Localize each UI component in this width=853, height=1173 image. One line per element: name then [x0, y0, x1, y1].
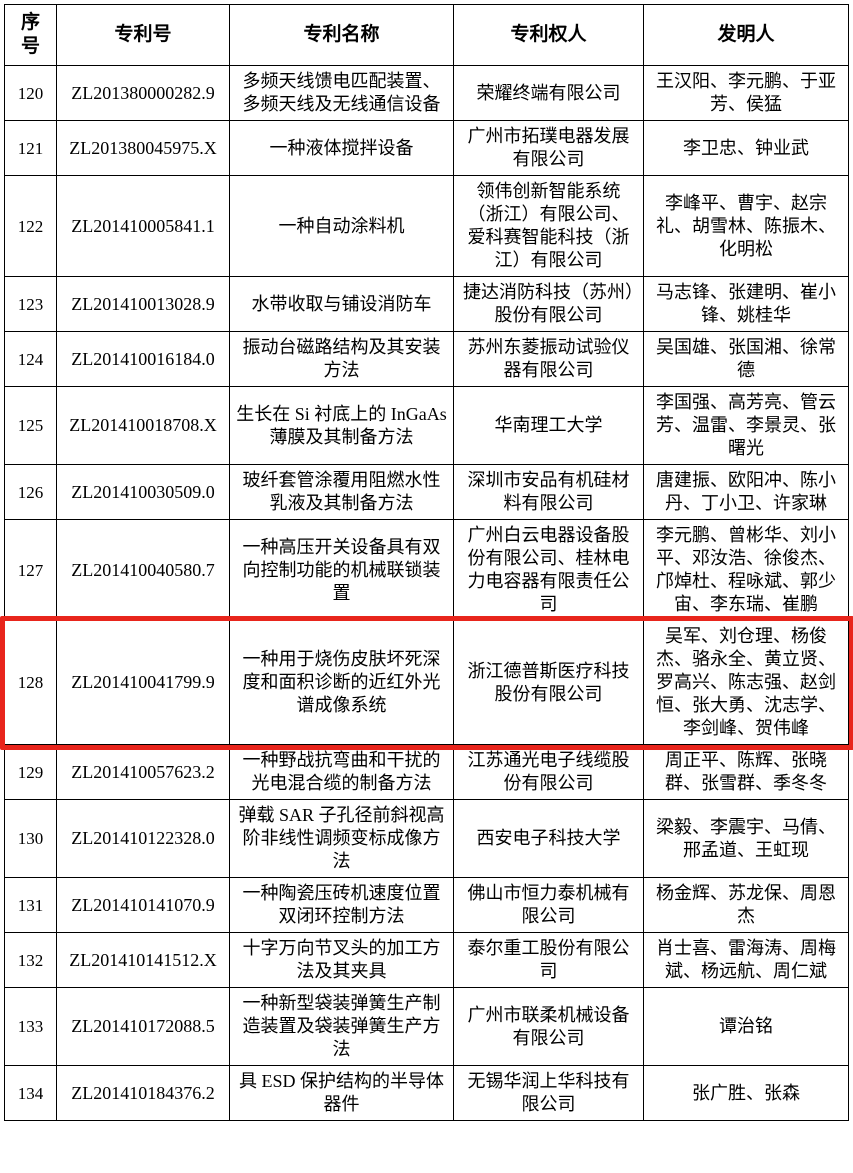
- cell-patent-no: ZL201380045975.X: [56, 120, 230, 176]
- cell-patent-holder: 西安电子科技大学: [453, 799, 644, 878]
- col-header-patent-holder: 专利权人: [453, 4, 644, 66]
- cell-patent-no: ZL201410018708.X: [56, 386, 230, 465]
- cell-patent-holder: 荣耀终端有限公司: [453, 65, 644, 121]
- cell-index: 126: [4, 464, 57, 520]
- cell-patent-name: 一种野战抗弯曲和干扰的光电混合缆的制备方法: [229, 744, 454, 800]
- cell-patent-name: 一种液体搅拌设备: [229, 120, 454, 176]
- table-row: 126 ZL201410030509.0 玻纤套管涂覆用阻燃水性乳液及其制备方法…: [4, 464, 849, 520]
- cell-inventors: 吴国雄、张国湘、徐常德: [643, 331, 849, 387]
- cell-index: 133: [4, 987, 57, 1066]
- cell-patent-holder: 捷达消防科技（苏州）股份有限公司: [453, 276, 644, 332]
- cell-inventors: 李卫忠、钟业武: [643, 120, 849, 176]
- table-row: 130 ZL201410122328.0 弹载 SAR 子孔径前斜视高阶非线性调…: [4, 799, 849, 878]
- cell-patent-holder: 广州市联柔机械设备有限公司: [453, 987, 644, 1066]
- cell-patent-no: ZL201410005841.1: [56, 175, 230, 277]
- cell-patent-name: 一种陶瓷压砖机速度位置双闭环控制方法: [229, 877, 454, 933]
- cell-patent-name: 一种新型袋装弹簧生产制造装置及袋装弹簧生产方法: [229, 987, 454, 1066]
- cell-patent-name: 一种高压开关设备具有双向控制功能的机械联锁装置: [229, 519, 454, 621]
- cell-index: 134: [4, 1065, 57, 1121]
- table-row: 124 ZL201410016184.0 振动台磁路结构及其安装方法 苏州东菱振…: [4, 331, 849, 387]
- cell-inventors: 李元鹏、曾彬华、刘小平、邓汝浩、徐俊杰、邝焯杜、程咏斌、郭少宙、李东瑞、崔鹏: [643, 519, 849, 621]
- table-row: 123 ZL201410013028.9 水带收取与铺设消防车 捷达消防科技（苏…: [4, 276, 849, 332]
- cell-patent-holder: 苏州东菱振动试验仪器有限公司: [453, 331, 644, 387]
- col-header-inventors: 发明人: [643, 4, 849, 66]
- cell-index: 123: [4, 276, 57, 332]
- table-row: 133 ZL201410172088.5 一种新型袋装弹簧生产制造装置及袋装弹簧…: [4, 987, 849, 1066]
- cell-patent-no: ZL201410122328.0: [56, 799, 230, 878]
- cell-index: 132: [4, 932, 57, 988]
- patent-table: 序号 专利号 专利名称 专利权人 发明人 120 ZL201380000282.…: [4, 4, 849, 1121]
- table-row: 122 ZL201410005841.1 一种自动涂料机 领伟创新智能系统（浙江…: [4, 175, 849, 277]
- cell-inventors: 肖士喜、雷海涛、周梅斌、杨远航、周仁斌: [643, 932, 849, 988]
- cell-inventors: 李国强、高芳亮、管云芳、温雷、李景灵、张曙光: [643, 386, 849, 465]
- table-row: 127 ZL201410040580.7 一种高压开关设备具有双向控制功能的机械…: [4, 519, 849, 621]
- table-row: 134 ZL201410184376.2 具 ESD 保护结构的半导体器件 无锡…: [4, 1065, 849, 1121]
- cell-patent-holder: 领伟创新智能系统（浙江）有限公司、爱科赛智能科技（浙江）有限公司: [453, 175, 644, 277]
- cell-inventors: 杨金辉、苏龙保、周恩杰: [643, 877, 849, 933]
- cell-patent-no: ZL201410057623.2: [56, 744, 230, 800]
- cell-inventors: 王汉阳、李元鹏、于亚芳、侯猛: [643, 65, 849, 121]
- cell-index: 129: [4, 744, 57, 800]
- cell-patent-name: 弹载 SAR 子孔径前斜视高阶非线性调频变标成像方法: [229, 799, 454, 878]
- cell-patent-holder: 泰尔重工股份有限公司: [453, 932, 644, 988]
- cell-patent-no: ZL201410172088.5: [56, 987, 230, 1066]
- cell-patent-name: 一种自动涂料机: [229, 175, 454, 277]
- col-header-patent-name: 专利名称: [229, 4, 454, 66]
- cell-index: 130: [4, 799, 57, 878]
- cell-patent-name: 十字万向节叉头的加工方法及其夹具: [229, 932, 454, 988]
- table-row: 132 ZL201410141512.X 十字万向节叉头的加工方法及其夹具 泰尔…: [4, 932, 849, 988]
- cell-patent-name: 水带收取与铺设消防车: [229, 276, 454, 332]
- cell-index: 125: [4, 386, 57, 465]
- cell-patent-no: ZL201410041799.9: [56, 620, 230, 745]
- cell-patent-name: 一种用于烧伤皮肤坏死深度和面积诊断的近红外光谱成像系统: [229, 620, 454, 745]
- cell-patent-no: ZL201410141512.X: [56, 932, 230, 988]
- cell-inventors: 李峰平、曹宇、赵宗礼、胡雪林、陈振木、化明松: [643, 175, 849, 277]
- cell-patent-name: 多频天线馈电匹配装置、多频天线及无线通信设备: [229, 65, 454, 121]
- cell-index: 120: [4, 65, 57, 121]
- cell-patent-holder: 深圳市安品有机硅材料有限公司: [453, 464, 644, 520]
- cell-index: 131: [4, 877, 57, 933]
- cell-index: 121: [4, 120, 57, 176]
- cell-patent-holder: 浙江德普斯医疗科技股份有限公司: [453, 620, 644, 745]
- cell-inventors: 马志锋、张建明、崔小锋、姚桂华: [643, 276, 849, 332]
- table-row: 129 ZL201410057623.2 一种野战抗弯曲和干扰的光电混合缆的制备…: [4, 744, 849, 800]
- cell-inventors: 唐建振、欧阳冲、陈小丹、丁小卫、许家琳: [643, 464, 849, 520]
- cell-patent-no: ZL201410013028.9: [56, 276, 230, 332]
- cell-index: 127: [4, 519, 57, 621]
- cell-inventors: 梁毅、李震宇、马倩、邢孟道、王虹现: [643, 799, 849, 878]
- cell-inventors: 张广胜、张森: [643, 1065, 849, 1121]
- cell-index: 128: [4, 620, 57, 745]
- cell-patent-no: ZL201410141070.9: [56, 877, 230, 933]
- cell-patent-name: 具 ESD 保护结构的半导体器件: [229, 1065, 454, 1121]
- cell-index: 124: [4, 331, 57, 387]
- cell-patent-holder: 江苏通光电子线缆股份有限公司: [453, 744, 644, 800]
- table-row: 128 ZL201410041799.9 一种用于烧伤皮肤坏死深度和面积诊断的近…: [4, 620, 849, 745]
- table-body: 120 ZL201380000282.9 多频天线馈电匹配装置、多频天线及无线通…: [4, 65, 849, 1121]
- cell-patent-holder: 广州市拓璞电器发展有限公司: [453, 120, 644, 176]
- table-row: 131 ZL201410141070.9 一种陶瓷压砖机速度位置双闭环控制方法 …: [4, 877, 849, 933]
- cell-patent-name: 生长在 Si 衬底上的 InGaAs 薄膜及其制备方法: [229, 386, 454, 465]
- cell-patent-name: 玻纤套管涂覆用阻燃水性乳液及其制备方法: [229, 464, 454, 520]
- header-row: 序号 专利号 专利名称 专利权人 发明人: [4, 4, 849, 66]
- col-header-patent-no: 专利号: [56, 4, 230, 66]
- cell-patent-no: ZL201410016184.0: [56, 331, 230, 387]
- cell-inventors: 谭治铭: [643, 987, 849, 1066]
- cell-patent-holder: 无锡华润上华科技有限公司: [453, 1065, 644, 1121]
- cell-patent-holder: 广州白云电器设备股份有限公司、桂林电力电容器有限责任公司: [453, 519, 644, 621]
- cell-patent-holder: 华南理工大学: [453, 386, 644, 465]
- table-row: 125 ZL201410018708.X 生长在 Si 衬底上的 InGaAs …: [4, 386, 849, 465]
- cell-patent-no: ZL201410040580.7: [56, 519, 230, 621]
- col-header-index: 序号: [4, 4, 57, 66]
- table-row: 120 ZL201380000282.9 多频天线馈电匹配装置、多频天线及无线通…: [4, 65, 849, 121]
- cell-inventors: 周正平、陈辉、张晓群、张雪群、季冬冬: [643, 744, 849, 800]
- cell-patent-no: ZL201380000282.9: [56, 65, 230, 121]
- cell-patent-no: ZL201410030509.0: [56, 464, 230, 520]
- table-row: 121 ZL201380045975.X 一种液体搅拌设备 广州市拓璞电器发展有…: [4, 120, 849, 176]
- cell-index: 122: [4, 175, 57, 277]
- cell-patent-no: ZL201410184376.2: [56, 1065, 230, 1121]
- cell-patent-name: 振动台磁路结构及其安装方法: [229, 331, 454, 387]
- cell-patent-holder: 佛山市恒力泰机械有限公司: [453, 877, 644, 933]
- cell-inventors: 吴军、刘仓理、杨俊杰、骆永全、黄立贤、罗高兴、陈志强、赵剑恒、张大勇、沈志学、李…: [643, 620, 849, 745]
